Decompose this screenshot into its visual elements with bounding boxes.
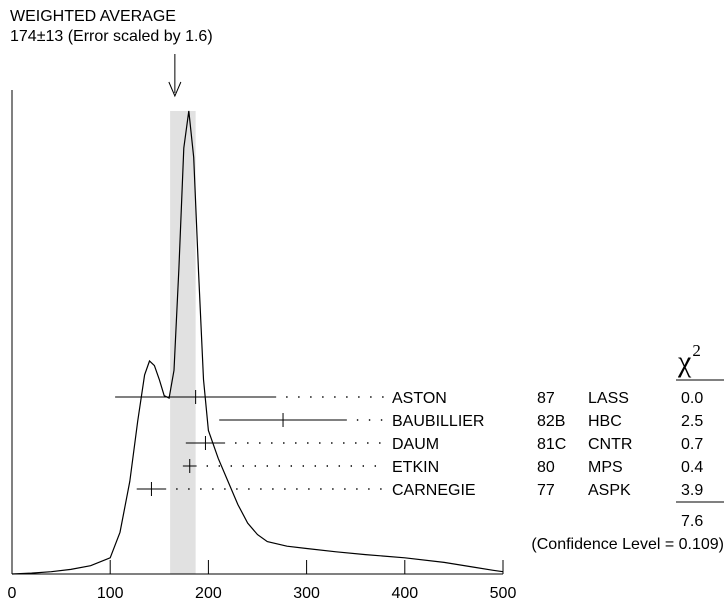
measurement-year: 81C — [537, 436, 566, 453]
chart-subtitle: 174±13 (Error scaled by 1.6) — [10, 28, 213, 45]
measurement-year: 77 — [537, 482, 555, 499]
x-tick-label: 100 — [97, 585, 124, 602]
x-tick-label: 200 — [195, 585, 222, 602]
measurement-experiment: CNTR — [588, 436, 632, 453]
weighted-average-band — [170, 111, 196, 574]
weighted-average-arrowhead — [168, 81, 182, 98]
measurement-author: DAUM — [392, 436, 439, 453]
measurement-experiment: HBC — [588, 413, 622, 430]
chi-superscript: 2 — [692, 341, 701, 360]
ideogram-curve — [11, 110, 504, 575]
measurement-chi2: 3.9 — [681, 482, 703, 499]
x-tick-label: 300 — [293, 585, 320, 602]
measurement-experiment: MPS — [588, 459, 623, 476]
confidence-level: (Confidence Level = 0.109) — [531, 536, 724, 553]
x-tick-label: 500 — [490, 585, 517, 602]
measurement-year: 80 — [537, 459, 555, 476]
chi2-total: 7.6 — [681, 513, 703, 530]
measurement-experiment: LASS — [588, 390, 629, 407]
measurement-chi2: 0.4 — [681, 459, 703, 476]
measurement-year: 82B — [537, 413, 565, 430]
measurement-chi2: 0.0 — [681, 390, 703, 407]
measurement-author: BAUBILLIER — [392, 413, 484, 430]
chi-symbol: χ — [678, 345, 692, 378]
chart-title: WEIGHTED AVERAGE — [10, 8, 176, 25]
x-tick-label: 400 — [391, 585, 418, 602]
measurement-experiment: ASPK — [588, 482, 631, 499]
chi-squared-header: χ2 — [678, 336, 701, 377]
measurement-chi2: 2.5 — [681, 413, 703, 430]
measurement-author: CARNEGIE — [392, 482, 476, 499]
x-tick-label: 0 — [8, 585, 17, 602]
measurement-author: ASTON — [392, 390, 447, 407]
measurement-author: ETKIN — [392, 459, 439, 476]
measurement-year: 87 — [537, 390, 555, 407]
measurement-chi2: 0.7 — [681, 436, 703, 453]
